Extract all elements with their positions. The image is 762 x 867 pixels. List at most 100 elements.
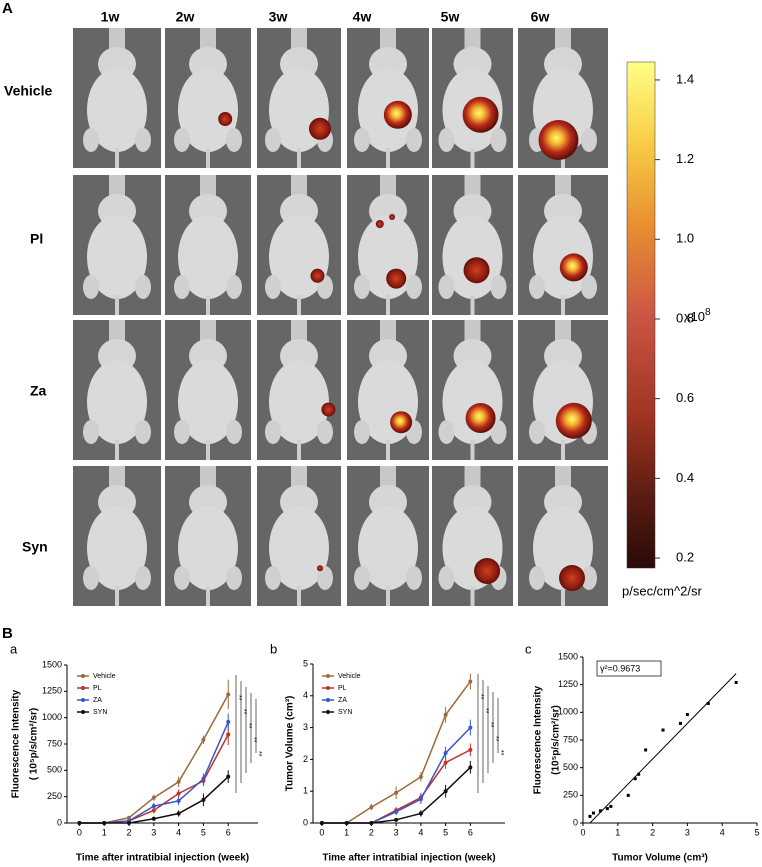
significance-label: **	[487, 722, 494, 728]
mouse-body	[442, 215, 503, 299]
x-tick-label: 3	[685, 827, 690, 837]
mouse-image	[165, 320, 251, 460]
tumor-signal	[559, 253, 588, 282]
data-point	[394, 817, 399, 822]
mouse-leg	[581, 566, 597, 590]
mouse-image	[347, 175, 429, 315]
data-point	[319, 821, 324, 825]
tumor-signal	[474, 558, 501, 584]
mouse-image	[518, 466, 608, 606]
data-point	[468, 747, 473, 752]
x-tick-label: 4	[176, 827, 181, 837]
row-label: Pl	[30, 231, 43, 247]
y-tick-label: 5	[303, 658, 308, 668]
mouse-leg	[226, 128, 242, 152]
mouse-tail	[297, 148, 301, 168]
y-tick-label: 0	[57, 817, 62, 827]
data-point	[176, 798, 181, 803]
data-point	[226, 719, 231, 724]
mouse-leg	[135, 128, 151, 152]
column-header: 3w	[269, 9, 288, 25]
data-point	[369, 821, 374, 825]
mouse-tail	[297, 440, 301, 460]
mouse-leg	[135, 275, 151, 299]
x-tick-label: 4	[418, 827, 423, 837]
mouse-leg	[529, 420, 545, 444]
mouse-image	[73, 175, 161, 315]
mouse-tail	[297, 586, 301, 606]
data-point	[344, 821, 349, 825]
mouse-tail	[470, 440, 475, 460]
mouse-image	[257, 466, 341, 606]
mouse-leg	[406, 275, 422, 299]
data-point	[151, 795, 156, 800]
mouse-leg	[265, 420, 281, 444]
mouse-leg	[135, 420, 151, 444]
legend-marker	[326, 674, 330, 678]
column-header: 2w	[176, 9, 195, 25]
mouse-body	[178, 506, 238, 590]
colorbar-tick-label: 0.4	[676, 470, 694, 485]
data-point	[734, 680, 738, 684]
colorbar-tick-label: 0.2	[676, 549, 694, 564]
mouse-leg	[174, 128, 190, 152]
y-tick-label: 0	[573, 817, 578, 827]
tumor-signal	[310, 268, 325, 283]
mouse-tail	[386, 295, 390, 315]
legend-marker	[326, 686, 330, 690]
mouse-leg	[581, 128, 597, 152]
data-point	[626, 793, 630, 797]
mouse-leg	[265, 275, 281, 299]
y-axis-label: Fluorescence Intensity	[11, 689, 22, 798]
significance-label: **	[255, 751, 262, 757]
tumor-signal	[465, 403, 496, 433]
data-point	[394, 809, 399, 814]
data-point	[644, 748, 648, 752]
mouse-body	[87, 506, 147, 590]
mouse-body	[269, 360, 329, 444]
tumor-signal	[538, 120, 579, 160]
panel-label: b	[270, 641, 277, 656]
mouse-tail	[115, 148, 119, 168]
y-axis-label: Fluorescence Intensity	[533, 685, 544, 794]
mouse-image	[518, 175, 608, 315]
significance-label: **	[245, 723, 252, 729]
y-tick-label: 0	[303, 817, 308, 827]
mouse-leg	[226, 566, 242, 590]
mouse-image	[73, 320, 161, 460]
significance-label: **	[482, 708, 489, 714]
mouse-leg	[174, 275, 190, 299]
data-point	[706, 701, 710, 705]
row-label: Syn	[22, 539, 48, 555]
legend-label: Vehicle	[93, 673, 116, 680]
mouse-tail	[386, 148, 390, 168]
x-tick-label: 5	[443, 827, 448, 837]
column-header: 4w	[353, 9, 372, 25]
data-point	[678, 721, 682, 725]
data-point	[661, 728, 665, 732]
data-point	[443, 789, 448, 794]
data-point	[418, 797, 423, 802]
mouse-leg	[317, 566, 333, 590]
mouse-body	[87, 360, 147, 444]
data-point	[127, 815, 132, 820]
mouse-leg	[354, 275, 370, 299]
data-point	[77, 821, 82, 825]
colorbar-tick-label: 1.4	[676, 71, 694, 86]
mouse-leg	[317, 420, 333, 444]
mouse-tail	[470, 148, 475, 168]
significance-label: **	[497, 750, 504, 756]
y-tick-label: 250	[563, 790, 578, 800]
mouse-leg	[529, 566, 545, 590]
mouse-tail	[470, 586, 475, 606]
trendline	[589, 673, 737, 824]
x-tick-label: 2	[369, 827, 374, 837]
data-point	[468, 765, 473, 770]
mouse-tail	[206, 295, 210, 315]
data-point	[201, 776, 206, 781]
mouse-image	[432, 320, 513, 460]
colorbar-multiplier: x108	[684, 307, 711, 325]
significance-label: **	[240, 709, 247, 715]
mouse-leg	[174, 420, 190, 444]
mouse-image	[518, 28, 608, 168]
